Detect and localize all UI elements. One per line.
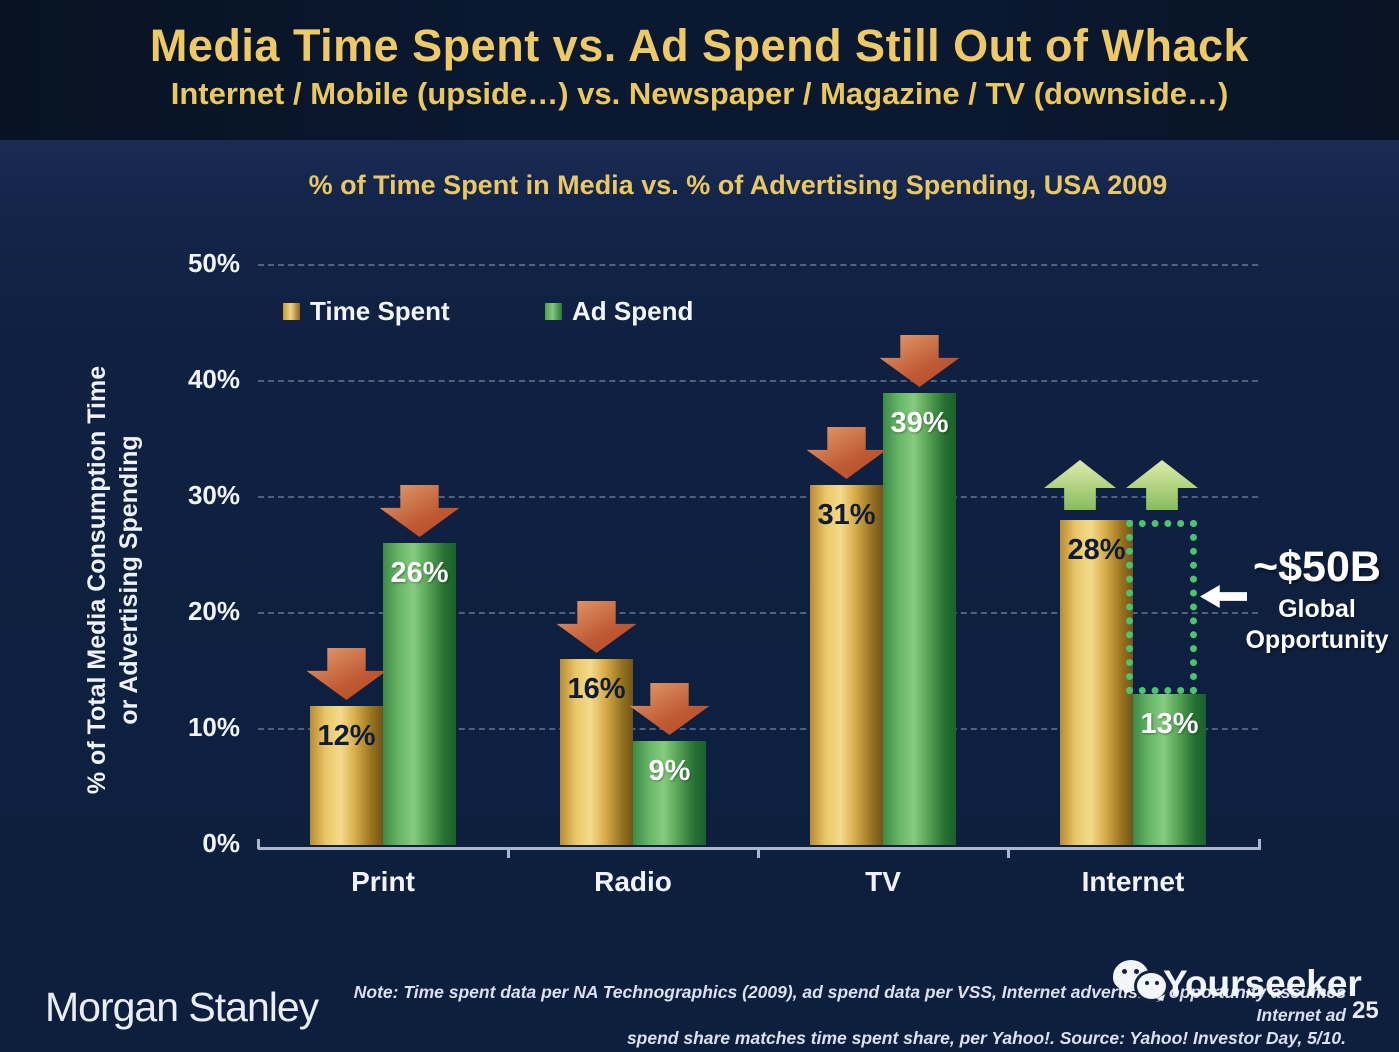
x-axis-right-stub bbox=[1258, 839, 1261, 849]
y-tick-label-50%: 50% bbox=[187, 248, 240, 278]
page-number: 25 bbox=[1352, 997, 1379, 1024]
bar-ad-spend-internet bbox=[1133, 694, 1206, 845]
bar-value-label: 26% bbox=[390, 557, 449, 589]
y-tick-label-30%: 30% bbox=[187, 480, 240, 510]
gap-opportunity-label: Global Opportunity bbox=[1227, 594, 1399, 657]
gridline-20% bbox=[258, 612, 1258, 614]
x-axis-tick bbox=[757, 849, 760, 858]
bar-ad-spend-tv bbox=[883, 393, 956, 845]
morgan-stanley-logo: Morgan Stanley bbox=[45, 984, 319, 1030]
gridline-10% bbox=[258, 728, 1258, 730]
x-axis-left-stub bbox=[257, 839, 260, 849]
bar-value-label: 39% bbox=[890, 407, 949, 439]
bar-value-label: 13% bbox=[1140, 708, 1199, 740]
bar-value-label: 12% bbox=[317, 720, 376, 752]
slide-title: Media Time Spent vs. Ad Spend Still Out … bbox=[149, 20, 1250, 71]
x-category-label-tv: TV bbox=[865, 866, 901, 897]
down-arrow-icon bbox=[556, 601, 637, 653]
source-note-line2: spend share matches time spent share, pe… bbox=[626, 1028, 1346, 1049]
legend-swatch-ad-spend-icon bbox=[545, 303, 562, 320]
watermark: Yourseeker bbox=[1113, 960, 1362, 1008]
down-arrow-icon bbox=[306, 648, 387, 700]
x-category-label-internet: Internet bbox=[1081, 866, 1185, 897]
down-arrow-icon bbox=[379, 485, 460, 537]
slide-header: Media Time Spent vs. Ad Spend Still Out … bbox=[0, 0, 1399, 140]
x-axis-line bbox=[258, 847, 1261, 850]
legend-swatch-time-spent-icon bbox=[283, 303, 300, 320]
bar-value-label: 16% bbox=[567, 673, 626, 705]
legend-item-time-spent: Time Spent bbox=[283, 296, 450, 327]
y-tick-label-0%: 0% bbox=[202, 828, 240, 858]
watermark-text: Yourseeker bbox=[1163, 963, 1362, 1004]
y-tick-label-10%: 10% bbox=[187, 712, 240, 742]
bar-value-label: 28% bbox=[1067, 534, 1126, 566]
bar-time-spent-print bbox=[310, 706, 383, 845]
bar-time-spent-tv bbox=[810, 485, 883, 845]
slide-subtitle: Internet / Mobile (upside…) vs. Newspape… bbox=[170, 76, 1229, 111]
x-axis-tick bbox=[1007, 849, 1010, 858]
up-arrow-icon bbox=[1126, 460, 1198, 510]
y-axis-label: % of Total Media Consumption Time or Adv… bbox=[81, 320, 145, 840]
bar-value-label: 31% bbox=[817, 499, 876, 531]
down-arrow-icon bbox=[806, 427, 887, 479]
source-note: Note: Time spent data per NA Technograph… bbox=[320, 981, 1346, 1050]
x-category-label-print: Print bbox=[351, 866, 415, 897]
y-tick-label-40%: 40% bbox=[187, 364, 240, 394]
gridline-40% bbox=[258, 380, 1258, 382]
x-category-label-radio: Radio bbox=[594, 866, 672, 897]
gridline-30% bbox=[258, 496, 1258, 498]
bar-value-label: 9% bbox=[648, 755, 691, 787]
gap-opportunity-value: ~$50B bbox=[1253, 543, 1381, 591]
up-arrow-icon bbox=[1044, 460, 1116, 510]
opportunity-gap-box bbox=[1126, 520, 1197, 694]
legend-label-ad-spend: Ad Spend bbox=[572, 296, 694, 326]
bar-time-spent-radio bbox=[560, 659, 633, 845]
y-axis-label-line2: or Advertising Spending bbox=[115, 435, 143, 725]
bar-time-spent-internet bbox=[1060, 520, 1133, 845]
y-axis-label-line1: % of Total Media Consumption Time bbox=[83, 365, 111, 795]
gridline-50% bbox=[258, 264, 1258, 266]
bar-ad-spend-print bbox=[383, 543, 456, 845]
gap-opportunity-label-line1: Global bbox=[1278, 595, 1356, 623]
gap-opportunity-label-line2: Opportunity bbox=[1245, 626, 1389, 655]
source-note-line1: Note: Time spent data per NA Technograph… bbox=[353, 982, 1346, 1026]
bar-ad-spend-radio bbox=[633, 741, 706, 845]
legend-item-ad-spend: Ad Spend bbox=[545, 296, 693, 327]
y-tick-label-20%: 20% bbox=[187, 596, 240, 626]
x-axis-tick bbox=[507, 849, 510, 858]
wechat-icon bbox=[1113, 960, 1171, 1008]
chart-title: % of Time Spent in Media vs. % of Advert… bbox=[308, 170, 1168, 200]
legend-label-time-spent: Time Spent bbox=[310, 296, 450, 326]
